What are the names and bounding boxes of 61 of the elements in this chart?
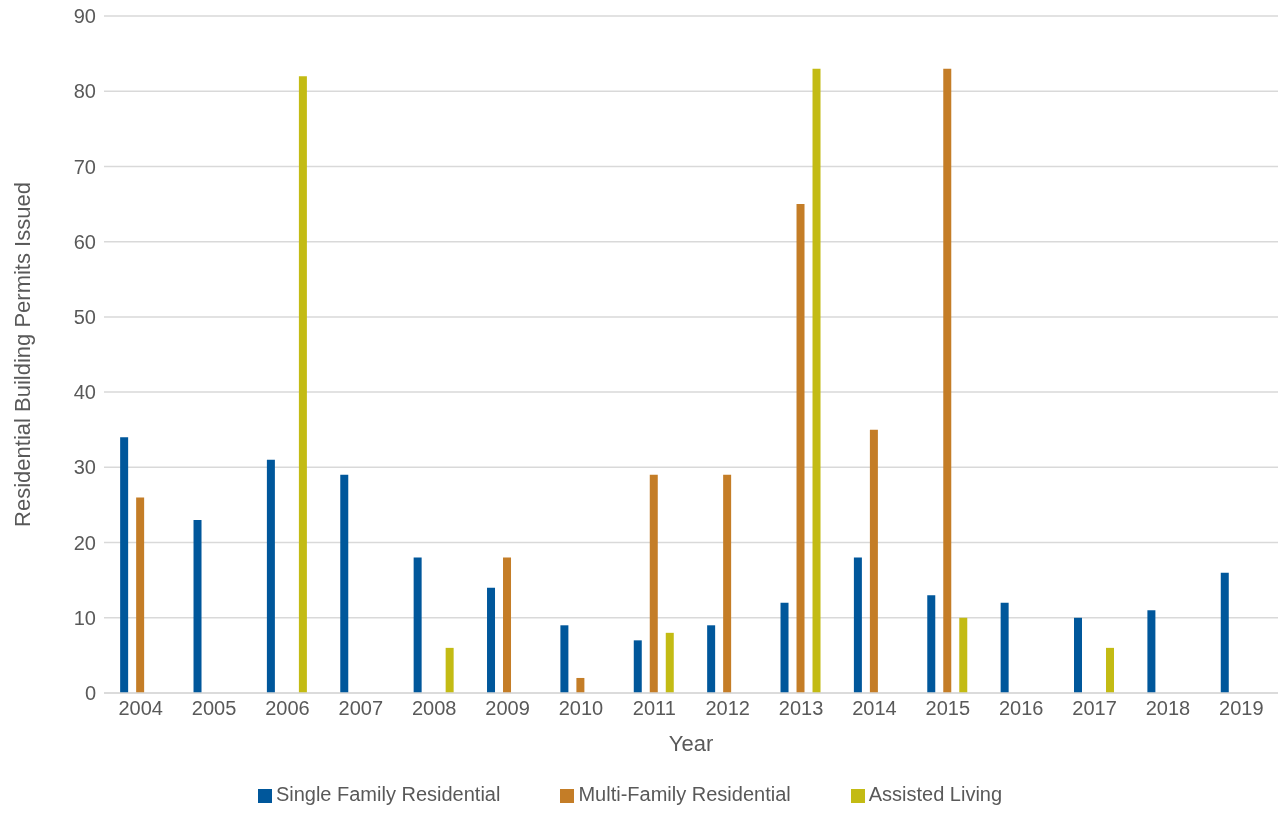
bar: [943, 68, 952, 693]
bar: [1220, 572, 1229, 693]
bar: [723, 474, 732, 693]
y-tick-label: 40: [73, 381, 96, 404]
x-tick-label: 2016: [998, 697, 1044, 720]
bar: [193, 519, 202, 693]
x-tick-label: 2011: [632, 697, 676, 720]
bar: [1074, 617, 1083, 693]
bar: [445, 647, 454, 693]
bar: [1000, 602, 1009, 693]
y-tick-label: 10: [73, 606, 96, 629]
x-axis-title: Year: [668, 731, 714, 756]
bar: [665, 632, 674, 693]
bar: [340, 474, 349, 693]
bar: [576, 677, 585, 693]
y-tick-label: 50: [73, 305, 96, 328]
bar: [413, 557, 422, 693]
x-tick-label: 2019: [1219, 697, 1264, 720]
x-tick-label: 2006: [265, 697, 310, 720]
bar: [560, 625, 569, 693]
x-tick-label: 2008: [411, 697, 457, 720]
x-tick-label: 2014: [852, 697, 897, 720]
x-tick-label: 2009: [485, 697, 530, 720]
bar: [869, 429, 878, 693]
bar: [707, 625, 716, 693]
bar: [503, 557, 512, 693]
x-tick-label: 2012: [705, 697, 750, 720]
bar: [298, 76, 307, 693]
y-tick-label: 60: [73, 230, 96, 253]
y-tick-label: 0: [84, 682, 96, 705]
x-tick-label: 2015: [925, 697, 971, 720]
y-axis-title: Residential Building Permits Issued: [9, 182, 35, 527]
y-tick-label: 20: [73, 531, 96, 554]
legend-label: Assisted Living: [868, 783, 1003, 805]
legend-label: Multi-Family Residential: [578, 783, 791, 805]
bar: [120, 437, 129, 693]
legend-label: Single Family Residential: [275, 783, 501, 805]
y-tick-label: 70: [73, 155, 96, 178]
bar: [796, 204, 805, 693]
x-tick-label: 2007: [338, 697, 384, 720]
bar: [633, 640, 642, 693]
y-tick-label: 90: [73, 5, 96, 28]
y-tick-label: 30: [73, 456, 96, 479]
bar: [959, 617, 968, 693]
x-tick-label: 2018: [1145, 697, 1191, 720]
bar: [487, 587, 496, 693]
x-tick-label: 2017: [1072, 697, 1117, 720]
bar: [853, 557, 862, 693]
bar: [1106, 647, 1115, 693]
x-tick-label: 2005: [191, 697, 237, 720]
x-tick-label: 2013: [778, 697, 824, 720]
x-tick-label: 2004: [118, 697, 163, 720]
bar: [1147, 610, 1156, 693]
bar: [136, 497, 145, 693]
y-tick-label: 80: [73, 80, 96, 103]
bar: [649, 474, 658, 693]
bar: [812, 68, 821, 693]
bar: [927, 595, 936, 693]
bar: [266, 459, 275, 693]
bar: [780, 602, 789, 693]
x-tick-label: 2010: [558, 697, 604, 720]
